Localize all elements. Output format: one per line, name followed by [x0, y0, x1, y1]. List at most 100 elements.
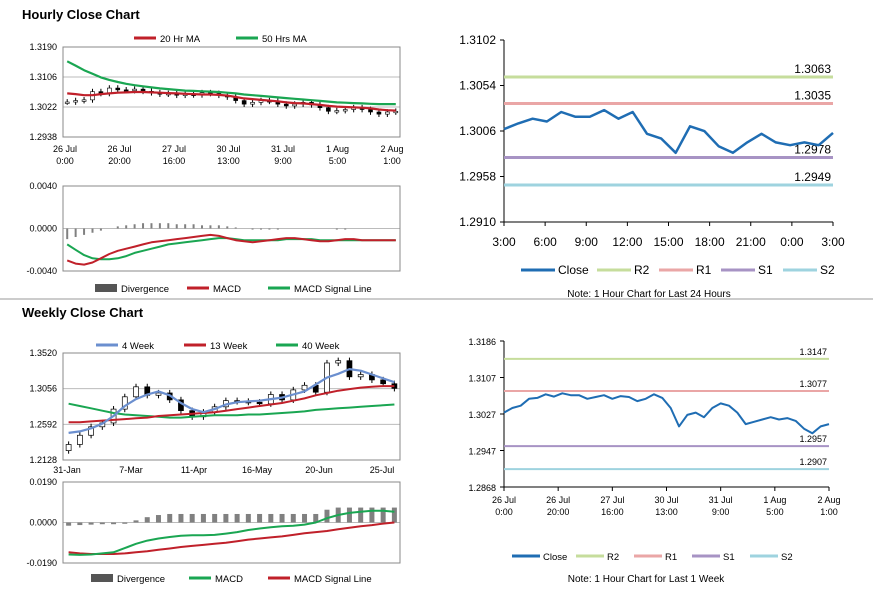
legend-r2-label: R2: [607, 552, 619, 563]
divergence-bar: [167, 513, 173, 523]
candle-body: [335, 360, 342, 364]
legend-s2-label: S2: [820, 263, 835, 277]
candle-body: [76, 434, 83, 445]
candle-body: [88, 426, 94, 436]
y-tick-label: -0.0040: [26, 266, 57, 276]
plot-frame: [62, 352, 401, 461]
y-tick-label: 1.3054: [459, 79, 496, 93]
candle-body: [342, 109, 348, 112]
divergence-bar: [313, 513, 319, 523]
y-tick-label: 1.2958: [459, 170, 496, 184]
divergence-bar: [223, 513, 229, 523]
divergence-bar: [122, 522, 128, 524]
level-label-s1: 1.2957: [799, 434, 827, 444]
close-line: [503, 392, 830, 435]
level-label-r2: 1.3063: [794, 62, 831, 76]
divergence-bar: [324, 509, 330, 523]
x-tick-time: 16:00: [163, 156, 186, 166]
level-label-s1: 1.2978: [794, 143, 831, 157]
candle-body: [155, 392, 162, 396]
legend-s1-label: S1: [723, 552, 735, 563]
divergence-bar: [380, 507, 386, 523]
y-tick-label: 1.3027: [468, 410, 496, 420]
y-tick-label: 1.2910: [459, 215, 496, 229]
legend-r2-label: R2: [634, 263, 650, 277]
x-tick-time: 0:00: [56, 156, 74, 166]
x-tick-label: 6:00: [533, 235, 557, 249]
x-tick-label: 18:00: [695, 235, 725, 249]
x-tick-date: 26 Jul: [492, 495, 516, 505]
x-tick-date: 30 Jul: [654, 495, 678, 505]
y-tick-label: 1.3107: [468, 374, 496, 384]
x-tick-time: 9:00: [712, 507, 730, 517]
legend-20hr-ma-label: 20 Hr MA: [160, 34, 201, 45]
candle-body: [250, 102, 255, 105]
x-tick-time: 20:00: [108, 156, 131, 166]
signal-line: [66, 237, 396, 261]
legend-divergence-swatch: [95, 284, 117, 292]
x-tick-label: 25-Jul: [370, 465, 395, 475]
x-tick-date: 26 Jul: [546, 495, 570, 505]
candle-body: [283, 103, 289, 107]
y-tick-label: 1.2128: [29, 455, 57, 465]
divergence-bar: [257, 513, 263, 523]
y-tick-label: 1.2938: [29, 132, 57, 142]
y-tick-label: 1.3106: [29, 72, 57, 82]
x-tick-date: 2 Aug: [380, 144, 403, 154]
week4-line: [68, 368, 395, 434]
weekly-section-title: Weekly Close Chart: [22, 305, 144, 320]
signal-line: [68, 521, 395, 555]
candle-body: [73, 100, 78, 103]
x-tick-date: 2 Aug: [817, 495, 840, 505]
x-tick-label: 12:00: [612, 235, 642, 249]
level-label-r1: 1.3035: [794, 89, 831, 103]
x-tick-time: 1:00: [820, 507, 838, 517]
legend-signal-line-label: MACD Signal Line: [294, 284, 372, 295]
divergence-bar: [234, 513, 240, 523]
candle-body: [357, 374, 364, 378]
candle-body: [376, 111, 382, 115]
divergence-bar: [111, 522, 117, 525]
x-tick-label: 31-Jan: [53, 465, 81, 475]
candle-body: [241, 100, 247, 105]
candle-body: [385, 111, 390, 115]
y-tick-label: 1.3190: [29, 42, 57, 52]
divergence-bar: [245, 513, 251, 523]
y-tick-label: -0.0190: [26, 558, 57, 568]
y-tick-label: 1.3102: [459, 33, 496, 47]
divergence-bar: [212, 513, 218, 523]
week13-line: [68, 385, 395, 424]
week40-line: [68, 402, 395, 419]
candle-body: [64, 101, 70, 104]
x-tick-time: 20:00: [547, 507, 570, 517]
candle-body: [81, 99, 87, 102]
legend-divergence-label: Divergence: [121, 284, 169, 295]
legend-divergence-label: Divergence: [117, 574, 165, 585]
candle-body: [301, 384, 308, 391]
y-tick-label: 0.0190: [29, 477, 57, 487]
legend-macd-label: MACD: [213, 284, 241, 295]
x-tick-date: 26 Jul: [107, 144, 131, 154]
close-line: [503, 108, 834, 155]
x-tick-date: 31 Jul: [709, 495, 733, 505]
x-tick-label: 16-May: [242, 465, 273, 475]
x-tick-date: 30 Jul: [216, 144, 240, 154]
hourly-section-title: Hourly Close Chart: [22, 7, 140, 22]
divergence-bar: [369, 507, 375, 523]
y-tick-label: 1.2592: [29, 419, 57, 429]
legend-signal-line-label: MACD Signal Line: [294, 574, 372, 585]
macd-line: [66, 233, 396, 266]
x-tick-label: 20-Jun: [305, 465, 333, 475]
divergence-bar: [66, 522, 72, 526]
legend-r1-label: R1: [665, 552, 677, 563]
candle-body: [256, 401, 263, 405]
x-tick-label: 0:00: [780, 235, 804, 249]
x-tick-date: 26 Jul: [53, 144, 77, 154]
x-tick-date: 1 Aug: [326, 144, 349, 154]
divergence-bar: [77, 522, 83, 526]
plot-frame: [62, 481, 401, 564]
level-label-s2: 1.2907: [799, 457, 827, 467]
x-tick-label: 3:00: [492, 235, 516, 249]
candle-body: [115, 87, 121, 91]
